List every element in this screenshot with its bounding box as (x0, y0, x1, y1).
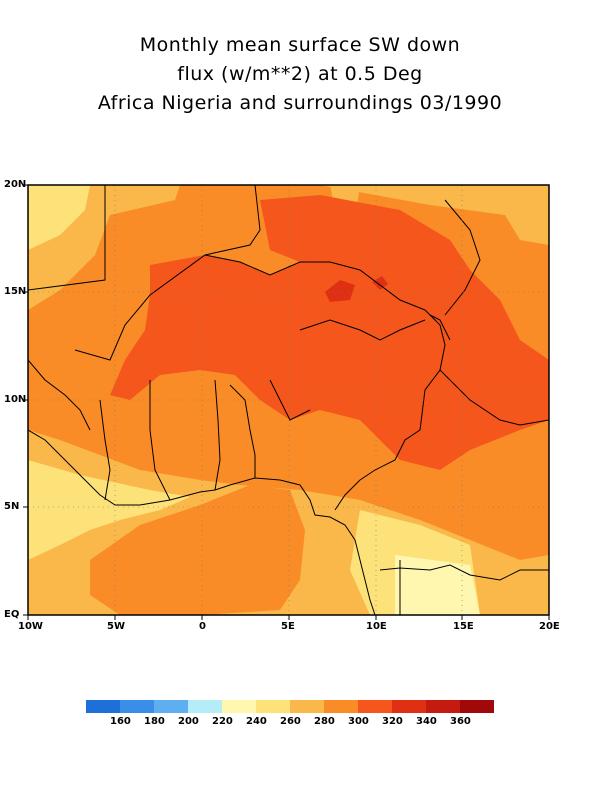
y-tick-15n: 15N (4, 286, 27, 297)
map-outlines (28, 185, 549, 615)
colorbar-swatch (358, 700, 392, 713)
x-tick-15e: 15E (453, 621, 474, 632)
colorbar-label: 180 (144, 716, 165, 727)
colorbar-swatch (188, 700, 222, 713)
colorbar-label: 300 (348, 716, 369, 727)
colorbar-swatch (222, 700, 256, 713)
grid-lines (28, 185, 549, 615)
border-guinea (28, 359, 91, 431)
colorbar-swatch (154, 700, 188, 713)
colorbar-label: 260 (280, 716, 301, 727)
colorbar-label: 240 (246, 716, 267, 727)
field-gabon-240 (395, 555, 480, 615)
colorbar-label: 160 (110, 716, 131, 727)
field-coast-260 (28, 460, 190, 560)
colorbar-label: 320 (382, 716, 403, 727)
border-mali (74, 185, 261, 361)
field-central-320 (110, 255, 549, 470)
colorbar-label: 360 (450, 716, 471, 727)
colorbar-swatch (324, 700, 358, 713)
title-line-1: Monthly mean surface SW down (139, 34, 461, 56)
border-benin (229, 384, 256, 478)
y-tick-eq: EQ (4, 609, 20, 620)
border-mauritania (28, 185, 106, 291)
field-north-320 (260, 195, 470, 270)
border-congo (379, 564, 549, 581)
field-ne-280 (320, 185, 549, 245)
colorbar-label: 280 (314, 716, 335, 727)
x-tick-5w: 5W (107, 621, 125, 632)
title-line-2: flux (w/m**2) at 0.5 Deg (177, 63, 423, 85)
colorbar-swatch (256, 700, 290, 713)
colorbar (86, 700, 494, 713)
border-nigeria-west (269, 379, 311, 421)
border-niger-north (204, 254, 426, 311)
field-peak-340-b (372, 276, 388, 290)
field-nw-260 (28, 185, 90, 250)
colorbar-label: 340 (416, 716, 437, 727)
border-nigeria-cameroon (334, 309, 446, 511)
lake-chad (429, 314, 451, 341)
border-chad-north (444, 199, 481, 316)
y-tick-10n: 10N (4, 394, 27, 405)
colorbar-label: 200 (178, 716, 199, 727)
colorbar-swatch (290, 700, 324, 713)
axis-ticks (23, 184, 550, 620)
x-tick-20e: 20E (539, 621, 560, 632)
x-tick-5e: 5E (281, 621, 295, 632)
colorbar-swatch (460, 700, 494, 713)
x-tick-0: 0 (199, 621, 206, 632)
y-tick-20n: 20N (4, 179, 27, 190)
border-car (439, 369, 549, 426)
colorbar-label: 220 (212, 716, 233, 727)
border-ghana (149, 380, 171, 501)
border-niger-nigeria (299, 319, 426, 341)
colorbar-swatch (120, 700, 154, 713)
colorbar-swatch (86, 700, 120, 713)
border-civ (99, 399, 111, 501)
x-tick-10e: 10E (366, 621, 387, 632)
y-tick-5n: 5N (4, 501, 20, 512)
colorbar-swatch (426, 700, 460, 713)
colorbar-swatch (392, 700, 426, 713)
field-gulf-300 (90, 485, 305, 615)
title-line-3: Africa Nigeria and surroundings 03/1990 (97, 92, 503, 114)
field-peak-340-a (325, 280, 355, 302)
x-tick-10w: 10W (18, 621, 43, 632)
border-togo (214, 379, 221, 491)
